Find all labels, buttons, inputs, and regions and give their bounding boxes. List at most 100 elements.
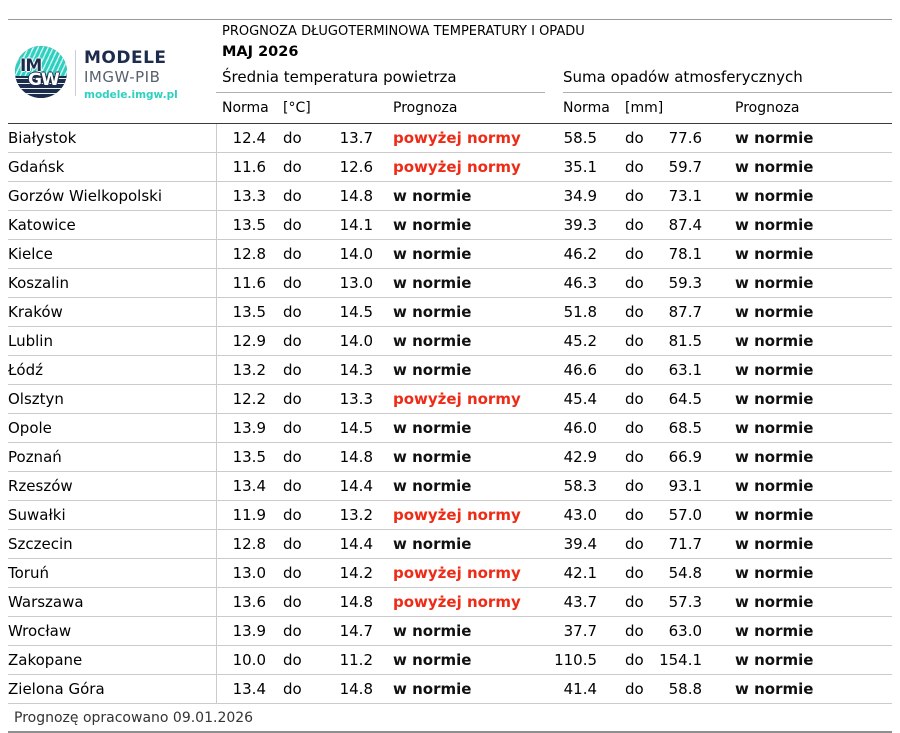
temp-range-word: do [272, 123, 318, 153]
temp-group-title: Średnia temperatura powietrza [216, 68, 546, 93]
temp-forecast: powyżej normy [375, 587, 546, 617]
table-row: Łódź 13.2 do 14.3 w normie 46.6 do 63.1 w normie [8, 355, 893, 385]
temp-forecast: w normie [375, 239, 546, 269]
city-cell: Warszawa [8, 587, 217, 617]
precip-range-word: do [599, 355, 654, 385]
temp-norm-max: 14.8 [318, 442, 375, 472]
precip-range-word: do [599, 471, 654, 501]
city-cell: Zielona Góra [8, 674, 217, 704]
temp-forecast: w normie [375, 529, 546, 559]
top-divider [8, 19, 892, 20]
temp-range-word: do [272, 181, 318, 211]
precip-range-word: do [599, 413, 654, 443]
table-row: Kraków 13.5 do 14.5 w normie 51.8 do 87.7 w norm… [8, 297, 893, 327]
logo-letters-gw: GW [28, 70, 60, 90]
precip-norm-min: 110.5 [545, 645, 600, 675]
city-cell: Zakopane [8, 645, 217, 675]
temp-norm-min: 13.4 [216, 674, 272, 704]
precip-range-word: do [599, 210, 654, 240]
temp-range-word: do [272, 529, 318, 559]
temp-norm-min: 11.6 [216, 268, 272, 298]
table-row: Gorzów Wielkopolski 13.3 do 14.8 w normie 34.… [8, 181, 893, 211]
precip-range-word: do [599, 645, 654, 675]
temp-norm-max: 14.4 [318, 471, 375, 501]
temp-norm-min: 10.0 [216, 645, 272, 675]
precip-range-word: do [599, 616, 654, 646]
temp-norm-max: 13.0 [318, 268, 375, 298]
precip-range-word: do [599, 123, 654, 153]
group-header-city-spacer [8, 63, 216, 93]
precip-norm-max: 81.5 [653, 326, 705, 356]
temp-norm-min: 12.9 [216, 326, 272, 356]
precip-norm-min: 58.5 [545, 123, 600, 153]
temp-forecast: w normie [375, 210, 546, 240]
temp-norm-min: 13.0 [216, 558, 272, 588]
precip-norm-min: 43.0 [545, 500, 600, 530]
temp-norm-max: 13.2 [318, 500, 375, 530]
temp-norm-max: 14.3 [318, 355, 375, 385]
column-header-row: Norma [°C] Prognoza Norma [mm] Prognoza [8, 93, 893, 124]
temp-norm-max: 14.1 [318, 210, 375, 240]
temp-unit-header: [°C] [272, 93, 318, 124]
precip-forecast: w normie [704, 355, 893, 385]
table-row: Lublin 12.9 do 14.0 w normie 45.2 do 81.5 w norm… [8, 326, 893, 356]
table-row: Kielce 12.8 do 14.0 w normie 46.2 do 78.1 w norm… [8, 239, 893, 269]
temp-forecast: w normie [375, 297, 546, 327]
temp-norm-max: 14.5 [318, 297, 375, 327]
city-cell: Lublin [8, 326, 217, 356]
precip-norm-max: 58.8 [653, 674, 705, 704]
temp-forecast: w normie [375, 674, 546, 704]
precip-norm-max: 68.5 [653, 413, 705, 443]
temp-forecast: w normie [375, 326, 546, 356]
precip-range-word: do [599, 529, 654, 559]
precip-range-word: do [599, 384, 654, 414]
temp-range-word: do [272, 587, 318, 617]
table-row: Katowice 13.5 do 14.1 w normie 39.3 do 87.4 w no… [8, 210, 893, 240]
precip-norma-header: Norma [545, 93, 610, 124]
table-row: Toruń 13.0 do 14.2 powyżej normy 42.1 do 54.8 w … [8, 558, 893, 588]
temp-forecast: w normie [375, 645, 546, 675]
city-cell: Rzeszów [8, 471, 217, 501]
precip-range-word: do [599, 442, 654, 472]
table-row: Gdańsk 11.6 do 12.6 powyżej normy 35.1 do 59.7 w… [8, 152, 893, 182]
temp-norm-min: 13.5 [216, 210, 272, 240]
logo-name: MODELE [84, 48, 167, 68]
logo-separator [75, 50, 76, 96]
city-cell: Opole [8, 413, 217, 443]
precip-norm-max: 59.7 [653, 152, 705, 182]
precip-norm-min: 34.9 [545, 181, 600, 211]
precip-forecast: w normie [704, 384, 893, 414]
temp-norm-min: 12.2 [216, 384, 272, 414]
temp-forecast: w normie [375, 471, 546, 501]
city-cell: Suwałki [8, 500, 217, 530]
temp-range-word: do [272, 239, 318, 269]
temp-forecast: w normie [375, 355, 546, 385]
precip-forecast: w normie [704, 413, 893, 443]
temp-range-word: do [272, 152, 318, 182]
temp-range-word: do [272, 413, 318, 443]
precip-range-word: do [599, 297, 654, 327]
city-cell: Gorzów Wielkopolski [8, 181, 217, 211]
temp-norm-max: 14.4 [318, 529, 375, 559]
precip-forecast: w normie [704, 674, 893, 704]
temp-norm-min: 13.9 [216, 413, 272, 443]
logo-org: IMGW-PIB [84, 68, 161, 86]
precip-forecast: w normie [704, 616, 893, 646]
precip-norm-max: 71.7 [653, 529, 705, 559]
city-cell: Kielce [8, 239, 217, 269]
temp-norm-max: 14.5 [318, 413, 375, 443]
precip-range-word: do [599, 239, 654, 269]
page-subtitle: MAJ 2026 [222, 43, 299, 60]
temp-range-word: do [272, 558, 318, 588]
city-cell: Olsztyn [8, 384, 217, 414]
temp-forecast: w normie [375, 181, 546, 211]
temp-range-word: do [272, 645, 318, 675]
temp-norm-min: 12.8 [216, 239, 272, 269]
table-row: Szczecin 12.8 do 14.4 w normie 39.4 do 71.7 w no… [8, 529, 893, 559]
temp-range-word: do [272, 355, 318, 385]
precip-norm-min: 46.6 [545, 355, 600, 385]
precip-norm-max: 87.7 [653, 297, 705, 327]
temp-range-word: do [272, 210, 318, 240]
imgw-logo-mark-icon: IM GW [15, 46, 67, 98]
footer-row: Prognozę opracowano 09.01.2026 [8, 703, 893, 733]
